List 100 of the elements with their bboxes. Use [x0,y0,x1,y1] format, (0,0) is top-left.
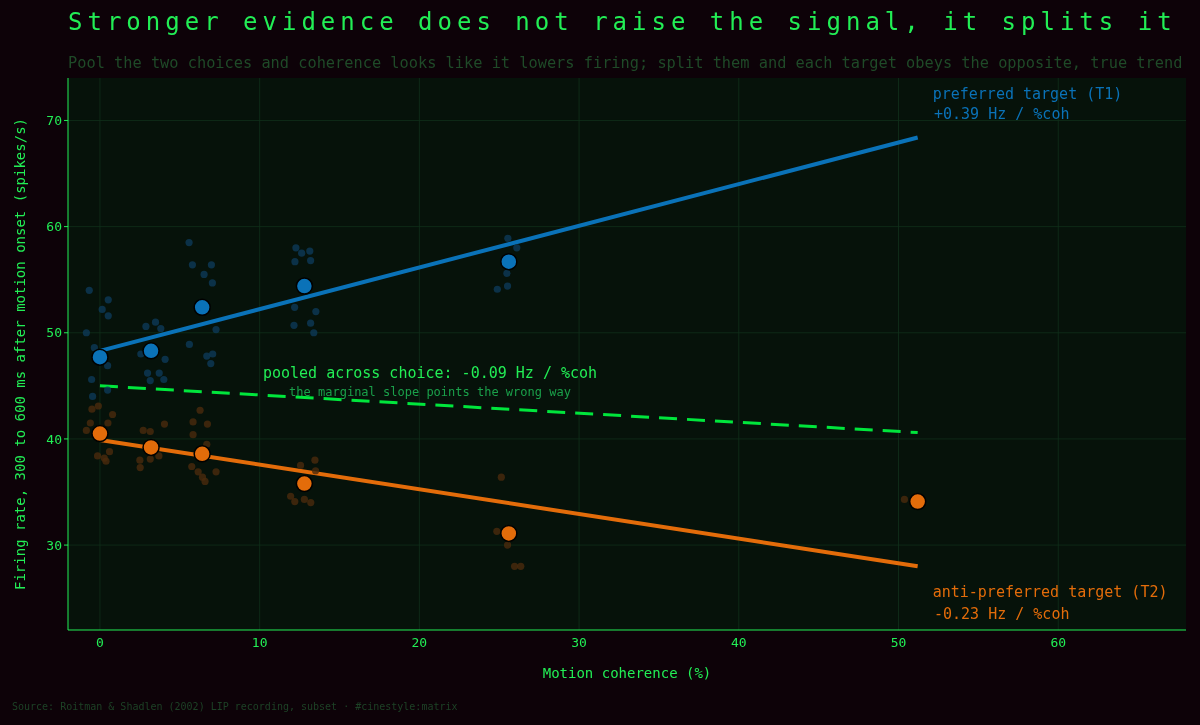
point [306,247,314,255]
chart-subtitle: Pool the two choices and coherence looks like it lowers firing; split them and each target obeys the opposite, true trend [68,54,1183,72]
point [900,495,909,504]
point [142,322,150,330]
y-axis-title: Firing rate, 300 to 600 ms after motion onset (spikes/s) [11,117,28,591]
point [291,497,299,506]
point [185,340,193,349]
point [160,420,169,428]
point [290,321,298,329]
x-tick-label: 10 [251,635,268,651]
point [91,348,109,366]
point [91,424,109,443]
point [104,362,112,370]
point [295,277,314,295]
point [208,279,216,287]
point [312,307,320,316]
annotation: -0.23 Hz / %coh [934,604,1070,623]
point [146,376,154,385]
point [105,448,114,456]
x-tick-label: 0 [96,635,104,651]
point [161,355,169,363]
y-tick-label: 40 [46,431,62,447]
source-note: Source: Roitman & Shadlen (2002) LIP recording, subset · #cinestyle:matrix [12,701,458,712]
point [88,405,96,413]
point [146,427,154,436]
point [296,461,305,470]
point [291,303,299,311]
annotation: +0.39 Hz / %coh [934,104,1070,123]
point [513,244,521,252]
point [207,359,215,368]
point [185,238,193,247]
point [136,456,144,464]
point [157,324,165,333]
point [510,562,519,570]
point [207,261,216,269]
x-tick-label: 30 [571,635,587,651]
point [291,258,299,266]
point [300,495,308,504]
point [189,431,197,439]
annotation: the marginal slope points the wrong way [289,384,571,399]
point [311,467,320,475]
point [307,319,315,327]
point [104,312,112,320]
point [188,261,197,269]
point [104,386,112,394]
point [908,492,927,511]
point [90,344,98,352]
point [104,296,112,304]
point [155,452,163,460]
point [189,418,197,426]
point [201,477,209,485]
x-tick-label: 40 [730,635,747,651]
point [136,463,144,472]
point [196,406,204,414]
point [146,455,154,463]
point [500,524,518,543]
point [143,369,152,377]
text: preferred target (T1) [932,84,1123,103]
point [200,270,208,278]
point [139,426,147,435]
point [307,499,315,507]
y-tick-label: 30 [46,537,62,553]
point [517,562,525,570]
point [311,456,319,464]
point [295,474,314,493]
point [493,285,501,293]
point [503,269,511,277]
point [82,426,90,435]
x-tick-label: 20 [411,635,428,651]
point [193,445,211,463]
point [310,329,318,337]
point [104,419,112,427]
point [93,452,102,460]
point [108,410,117,419]
point [497,473,505,481]
point [188,462,196,471]
point [85,286,93,294]
point [503,541,512,549]
point [88,375,96,384]
point [292,244,300,252]
x-tick-label: 50 [890,635,907,651]
point [500,252,518,271]
x-axis-title: Motion coherence (%) [542,665,712,681]
point [142,342,160,360]
point [98,305,106,314]
point [493,527,501,535]
point [193,298,211,317]
point [504,234,512,242]
y-tick-label: 50 [46,325,62,341]
point [212,325,220,334]
y-tick-label: 60 [46,219,62,235]
point [503,282,512,290]
point [142,438,160,457]
point [287,492,295,500]
point [86,419,94,427]
point [203,352,211,360]
point [307,256,315,265]
x-tick-label: 60 [1050,635,1067,651]
point [94,402,102,410]
point [212,468,220,476]
